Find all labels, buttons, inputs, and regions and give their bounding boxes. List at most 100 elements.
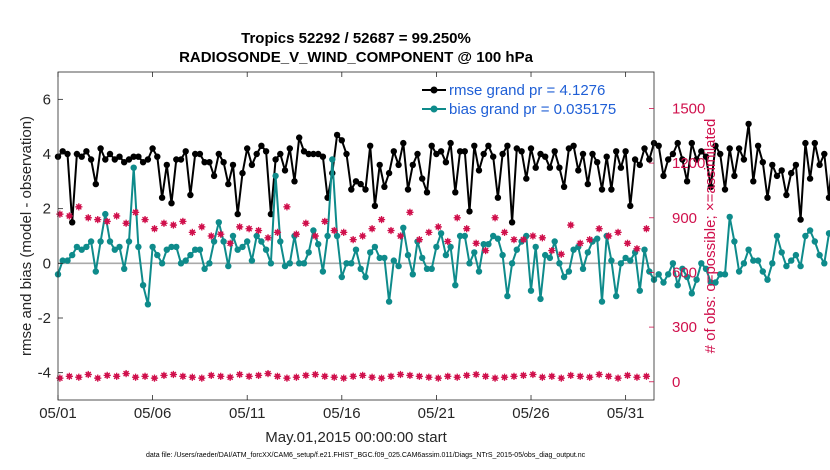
rmse-point: [187, 191, 194, 199]
obs_low_possible-point: [340, 374, 348, 382]
plot-area: [58, 72, 654, 400]
obs_low_possible-point: [84, 370, 92, 379]
bias-point: [542, 251, 549, 259]
bias-point: [783, 262, 790, 270]
obs_possible-point: [122, 219, 130, 227]
rmse-point: [244, 145, 251, 152]
rmse-point: [144, 156, 152, 163]
rmse-point: [598, 186, 606, 193]
legend: rmse grand pr = 4.1276 bias grand pr = 0…: [422, 82, 616, 118]
bias-point: [338, 273, 345, 281]
obs_possible-point: [273, 228, 282, 236]
rmse-point: [206, 159, 213, 166]
bias-point: [504, 292, 511, 300]
rmse-point: [116, 153, 123, 160]
bias-point: [816, 251, 823, 259]
bias-point: [778, 249, 785, 256]
bias-point: [329, 156, 336, 163]
bias-point: [735, 268, 743, 275]
bias-point: [475, 268, 483, 275]
bias-point: [579, 265, 587, 272]
obs_possible-point: [491, 214, 499, 222]
rmse-point: [225, 180, 232, 188]
bias-point: [698, 260, 705, 267]
rmse-point: [475, 167, 483, 174]
bias-point: [305, 249, 312, 256]
bias-point: [674, 282, 681, 289]
bias-point: [315, 241, 322, 248]
bias-point: [404, 251, 412, 259]
legend-bias-marker: [430, 105, 438, 113]
obs_possible-point: [311, 232, 319, 240]
obs_possible-point: [65, 212, 73, 220]
bias-point: [707, 279, 714, 286]
obs_possible-point: [557, 250, 565, 258]
x-tick-label: 05/26: [512, 405, 550, 422]
y2-tick-label: 0: [672, 374, 680, 391]
rmse-point: [64, 150, 71, 158]
bias-point: [343, 260, 350, 267]
rmse-point: [485, 142, 492, 149]
rmse-point: [726, 145, 733, 152]
obs_possible-point: [84, 214, 92, 222]
y2-tick-label: 600: [672, 264, 697, 281]
rmse-point: [613, 148, 620, 155]
obs_low_possible-point: [330, 373, 338, 381]
rmse-point: [286, 145, 293, 152]
y-axis-label: rmse and bias (model - observation): [18, 116, 35, 356]
rmse-point: [395, 161, 402, 169]
bias-point: [437, 230, 445, 237]
obs_possible-point: [396, 232, 405, 240]
bias-point: [168, 243, 175, 251]
rmse-point: [409, 161, 416, 169]
bias-point: [636, 287, 643, 294]
bias-point: [527, 287, 535, 294]
bias-point: [348, 260, 355, 267]
bias-point: [613, 292, 620, 300]
bias-point: [206, 260, 213, 267]
bias-point: [262, 246, 270, 253]
y2-tick-label: 300: [672, 319, 697, 336]
rmse-point: [811, 139, 818, 147]
bias-point: [627, 257, 634, 264]
rmse-point: [764, 194, 771, 201]
bias-point: [92, 268, 100, 275]
bias-point: [622, 254, 629, 262]
obs_low_possible-point: [283, 374, 291, 382]
rmse-point: [504, 142, 511, 149]
rmse-point: [390, 148, 397, 155]
obs_possible-point: [150, 225, 159, 233]
rmse-point: [367, 142, 374, 149]
bias-point: [797, 262, 804, 270]
bias-point: [461, 232, 468, 240]
obs_possible-point: [529, 232, 537, 240]
obs_low_possible-point: [567, 371, 575, 379]
obs_low_possible-point: [160, 371, 168, 379]
rmse-point: [636, 161, 643, 169]
y2-axis-label: # of obs: o=possible; ×=assimilated: [702, 119, 719, 354]
rmse-point: [135, 153, 142, 160]
rmse-point: [385, 169, 393, 177]
rmse-point: [712, 142, 719, 149]
bias-point: [490, 232, 497, 240]
bias-point: [258, 238, 265, 245]
obs_low_possible-point: [150, 374, 159, 382]
bias-point: [111, 246, 119, 253]
bias-point: [64, 257, 71, 264]
rmse-point: [560, 183, 568, 190]
bias-point: [717, 271, 724, 278]
rmse-point: [683, 178, 691, 185]
y-tick-label: -2: [38, 310, 51, 327]
rmse-point: [792, 161, 800, 169]
obs_low_possible-point: [557, 374, 565, 382]
rmse-point: [627, 202, 634, 210]
obs_possible-point: [349, 236, 357, 244]
rmse-point: [821, 150, 828, 158]
rmse-point: [717, 150, 724, 158]
chart-title: Tropics 52292 / 52687 = 99.250%: [241, 30, 471, 47]
obs_low_possible-point: [94, 374, 102, 382]
obs_possible-point: [302, 219, 310, 227]
bias-point: [220, 238, 227, 245]
rmse-point: [262, 148, 270, 155]
bias-point: [400, 224, 407, 231]
